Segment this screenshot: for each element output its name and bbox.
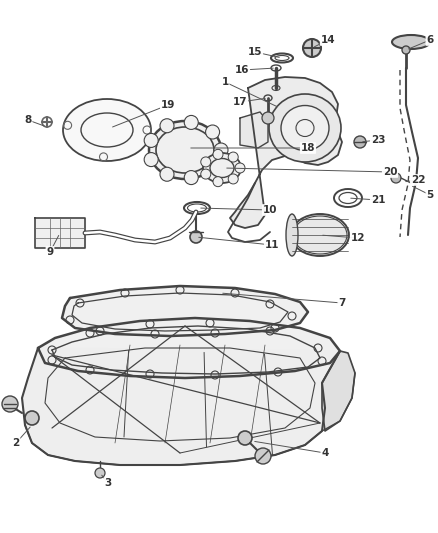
Circle shape — [95, 468, 105, 478]
Circle shape — [2, 396, 18, 412]
Text: 5: 5 — [426, 190, 434, 200]
Circle shape — [205, 161, 219, 175]
Circle shape — [213, 149, 223, 159]
Circle shape — [144, 152, 158, 167]
Text: 6: 6 — [426, 35, 434, 45]
Polygon shape — [230, 77, 342, 228]
Ellipse shape — [286, 214, 298, 256]
Text: 23: 23 — [371, 135, 385, 145]
Ellipse shape — [281, 106, 329, 150]
Polygon shape — [322, 351, 355, 431]
Text: 9: 9 — [46, 247, 53, 257]
Circle shape — [160, 167, 174, 181]
Polygon shape — [35, 218, 85, 248]
Circle shape — [214, 143, 228, 157]
Circle shape — [184, 116, 198, 130]
Circle shape — [160, 119, 174, 133]
Ellipse shape — [392, 35, 430, 49]
Text: 1: 1 — [221, 77, 229, 87]
Circle shape — [354, 136, 366, 148]
Circle shape — [205, 125, 219, 139]
Text: 12: 12 — [351, 233, 365, 243]
Circle shape — [228, 152, 238, 162]
Circle shape — [201, 169, 211, 179]
Circle shape — [402, 46, 410, 54]
Text: 8: 8 — [25, 115, 32, 125]
Polygon shape — [22, 348, 340, 465]
Text: 22: 22 — [411, 175, 425, 185]
Text: 16: 16 — [235, 65, 249, 75]
Text: 17: 17 — [233, 97, 247, 107]
Circle shape — [190, 231, 202, 243]
Circle shape — [303, 39, 321, 57]
Text: 21: 21 — [371, 195, 385, 205]
Ellipse shape — [149, 121, 221, 179]
Circle shape — [262, 112, 274, 124]
Circle shape — [238, 431, 252, 445]
Polygon shape — [240, 112, 268, 148]
Text: 19: 19 — [161, 100, 175, 110]
Circle shape — [391, 173, 401, 183]
Circle shape — [235, 163, 245, 173]
Polygon shape — [62, 286, 308, 336]
Circle shape — [184, 171, 198, 184]
Text: 4: 4 — [321, 448, 328, 458]
Text: 7: 7 — [338, 298, 346, 308]
Polygon shape — [38, 318, 340, 378]
Text: 10: 10 — [263, 205, 277, 215]
Ellipse shape — [269, 94, 341, 162]
Text: 15: 15 — [248, 47, 262, 57]
Text: 14: 14 — [321, 35, 336, 45]
Ellipse shape — [203, 153, 241, 183]
Text: 20: 20 — [383, 167, 397, 177]
Circle shape — [228, 174, 238, 184]
Text: 18: 18 — [301, 143, 315, 153]
Circle shape — [255, 448, 271, 464]
Text: 2: 2 — [12, 438, 20, 448]
Text: 11: 11 — [265, 240, 279, 250]
Circle shape — [25, 411, 39, 425]
Text: 3: 3 — [104, 478, 112, 488]
Circle shape — [144, 133, 158, 148]
Ellipse shape — [63, 99, 151, 161]
Ellipse shape — [291, 214, 349, 256]
Circle shape — [201, 157, 211, 167]
Circle shape — [213, 176, 223, 187]
